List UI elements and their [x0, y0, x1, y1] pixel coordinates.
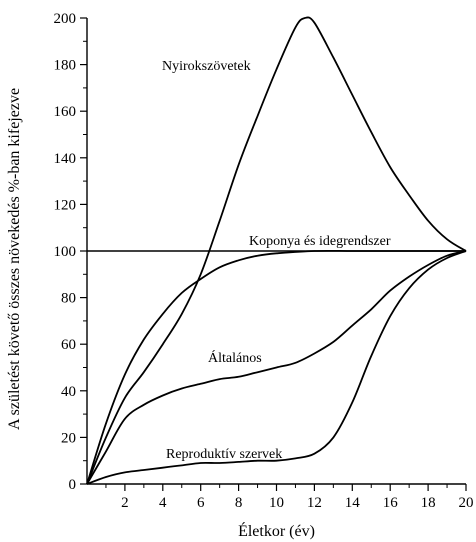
- label-altalanos: Általános: [208, 349, 262, 366]
- y-tick-label: 140: [54, 151, 77, 167]
- line-reproduktiv-szervek: [86, 250, 467, 485]
- x-tick-label: 10: [269, 495, 284, 511]
- line-koponya-es-idegrendszer: [86, 249, 466, 485]
- y-tick-label: 20: [61, 430, 76, 446]
- label-koponya-es-idegrendszer: Koponya és idegrendszer: [249, 234, 391, 249]
- x-tick-label: 14: [345, 495, 361, 511]
- y-tick-label: 60: [61, 337, 76, 353]
- y-tick-label: 40: [61, 384, 76, 400]
- y-axis-ticks: 0 20 40 60 80 100 120 140 160 180 200: [54, 11, 87, 493]
- x-tick-label: 12: [307, 495, 322, 511]
- y-tick-label: 0: [69, 477, 77, 493]
- line-nyirokszovetek: [86, 16, 467, 485]
- x-tick-label: 20: [459, 495, 474, 511]
- y-tick-label: 160: [54, 104, 77, 120]
- y-tick-label: 100: [54, 244, 77, 260]
- x-tick-label: 2: [121, 495, 129, 511]
- y-axis-title: A születést követő összes növekedés %-ba…: [6, 88, 23, 430]
- y-tick-label: 80: [61, 291, 76, 307]
- series-lines: [86, 16, 467, 485]
- line-altalanos: [86, 250, 467, 485]
- x-tick-label: 8: [235, 495, 243, 511]
- label-reproduktiv-szervek: Reproduktív szervek: [166, 447, 282, 462]
- label-nyirokszovetek: Nyirokszövetek: [162, 59, 251, 74]
- x-tick-label: 4: [159, 495, 167, 511]
- y-tick-label: 120: [54, 197, 77, 213]
- x-tick-label: 16: [383, 495, 399, 511]
- x-axis-ticks: 2 4 6 8 10 12 14 16 18 20: [105, 484, 474, 511]
- series-labels: Nyirokszövetek Koponya és idegrendszer Ált…: [162, 59, 391, 462]
- x-tick-label: 18: [421, 495, 436, 511]
- x-axis-title: Életkor (év): [238, 521, 315, 540]
- y-tick-label: 200: [54, 11, 77, 27]
- y-tick-label: 180: [54, 58, 77, 74]
- x-tick-label: 6: [197, 495, 205, 511]
